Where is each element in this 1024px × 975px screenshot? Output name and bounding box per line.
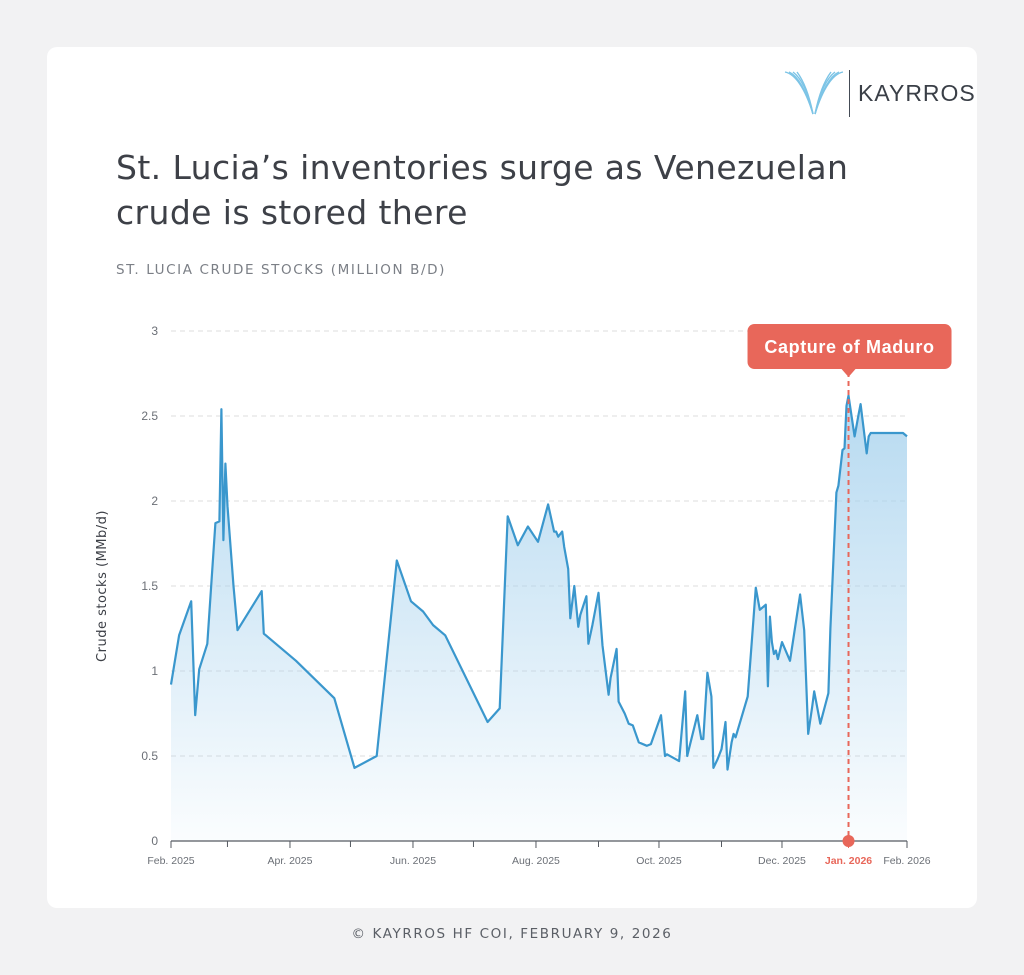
series-area bbox=[171, 395, 907, 841]
chart-title: St. Lucia’s inventories surge as Venezue… bbox=[116, 148, 849, 232]
y-axis-label: Crude stocks (MMb/d) bbox=[95, 510, 110, 662]
y-tick-label: 2.5 bbox=[141, 409, 158, 423]
y-tick-label: 1 bbox=[151, 664, 158, 678]
x-tick-label: Jan. 2026 bbox=[825, 855, 872, 867]
annotation-marker bbox=[842, 835, 855, 847]
y-tick-label: 0 bbox=[151, 834, 158, 848]
logo-divider bbox=[849, 70, 850, 117]
x-tick-label: Aug. 2025 bbox=[512, 855, 560, 867]
annotation-box bbox=[747, 324, 952, 369]
annotation-pointer bbox=[841, 369, 856, 377]
x-tick-label: Jun. 2025 bbox=[390, 855, 436, 867]
y-tick-label: 1.5 bbox=[141, 579, 158, 593]
x-tick-label: Feb. 2025 bbox=[147, 855, 194, 867]
y-tick-label: 3 bbox=[151, 324, 158, 338]
footer-copyright: © KAYRROS HF COI, FEBRUARY 9, 2026 bbox=[351, 926, 673, 942]
kayrros-wings-logo-icon bbox=[784, 71, 844, 115]
x-tick-label: Oct. 2025 bbox=[636, 855, 682, 867]
x-tick-label: Feb. 2026 bbox=[883, 855, 930, 867]
y-tick-label: 0.5 bbox=[141, 749, 158, 763]
x-tick-label: Dec. 2025 bbox=[758, 855, 806, 867]
y-tick-label: 2 bbox=[151, 494, 158, 508]
series-line bbox=[169, 394, 908, 771]
chart-subtitle: ST. LUCIA CRUDE STOCKS (MILLION B/D) bbox=[116, 262, 446, 278]
brand-name: KAYRROS bbox=[858, 80, 976, 106]
x-tick-label: Apr. 2025 bbox=[267, 855, 312, 867]
annotation-label: Capture of Maduro bbox=[764, 337, 934, 357]
